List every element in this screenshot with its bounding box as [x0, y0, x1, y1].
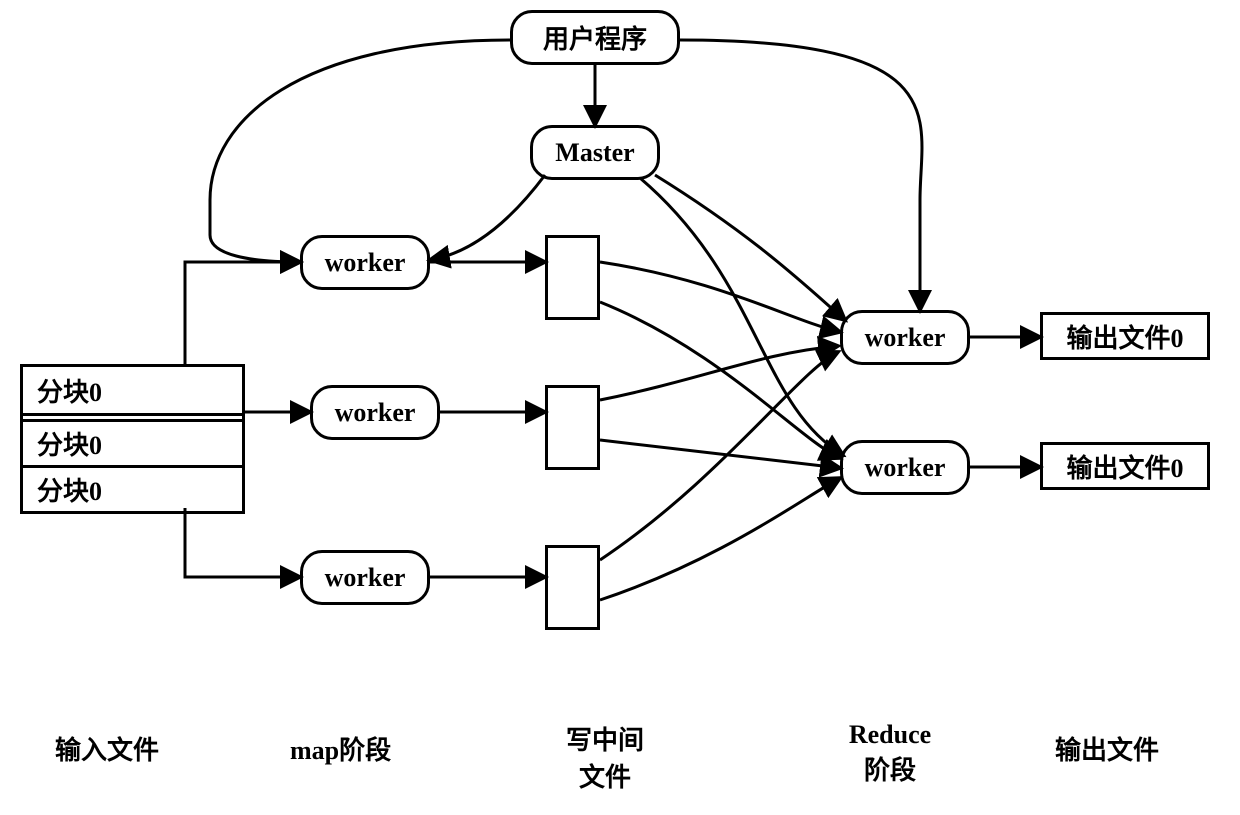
node-reduce-worker-1: worker: [840, 310, 970, 365]
edge: [430, 175, 545, 260]
node-label: worker: [325, 248, 406, 278]
label-text: 输出文件: [1055, 736, 1159, 765]
node-master: Master: [530, 125, 660, 180]
edge: [600, 302, 840, 458]
node-map-worker-2: worker: [310, 385, 440, 440]
edge: [600, 478, 840, 600]
edge: [600, 346, 838, 400]
label-text: 文件: [579, 763, 631, 792]
label-text: Reduce: [849, 720, 931, 749]
node-label: worker: [325, 563, 406, 593]
node-user-program: 用户程序: [510, 10, 680, 65]
split-row-label: 分块0: [37, 425, 102, 462]
edge: [600, 440, 840, 468]
split-row-label: 分块0: [37, 372, 102, 409]
node-reduce-worker-2: worker: [840, 440, 970, 495]
edge: [600, 262, 840, 332]
edge: [185, 262, 300, 364]
label-text: 阶段: [864, 756, 916, 785]
split-row: 分块0: [23, 419, 242, 465]
node-output-file-2: 输出文件0: [1040, 442, 1210, 490]
node-label: 输出文件0: [1066, 318, 1183, 355]
edge: [210, 40, 510, 262]
node-label: worker: [335, 398, 416, 428]
label-text: map阶段: [290, 736, 391, 765]
label-intermediate-files: 写中间 文件: [545, 720, 665, 794]
node-label: worker: [865, 453, 946, 483]
node-label: worker: [865, 323, 946, 353]
node-map-worker-1: worker: [300, 235, 430, 290]
node-label: 输出文件0: [1066, 448, 1183, 485]
split-row: 分块0: [23, 367, 242, 413]
edge: [680, 40, 922, 310]
node-label: 用户程序: [543, 19, 647, 56]
label-reduce-stage: Reduce 阶段: [820, 720, 960, 787]
label-input-files: 输入文件: [55, 730, 159, 767]
edge: [640, 178, 843, 455]
label-text: 输入文件: [55, 736, 159, 765]
label-text: 写中间: [566, 726, 644, 755]
node-output-file-1: 输出文件0: [1040, 312, 1210, 360]
edge: [185, 508, 300, 577]
split-row-label: 分块0: [37, 471, 102, 508]
node-intermediate-file-3: [545, 545, 600, 630]
split-block: 分块0 分块0 分块0: [20, 364, 245, 514]
node-intermediate-file-1: [545, 235, 600, 320]
node-map-worker-3: worker: [300, 550, 430, 605]
node-intermediate-file-2: [545, 385, 600, 470]
edge: [655, 175, 845, 320]
node-label: Master: [555, 138, 634, 168]
label-map-stage: map阶段: [290, 730, 391, 767]
label-output-files: 输出文件: [1055, 730, 1159, 767]
split-row: 分块0: [23, 465, 242, 511]
edge: [600, 352, 838, 560]
